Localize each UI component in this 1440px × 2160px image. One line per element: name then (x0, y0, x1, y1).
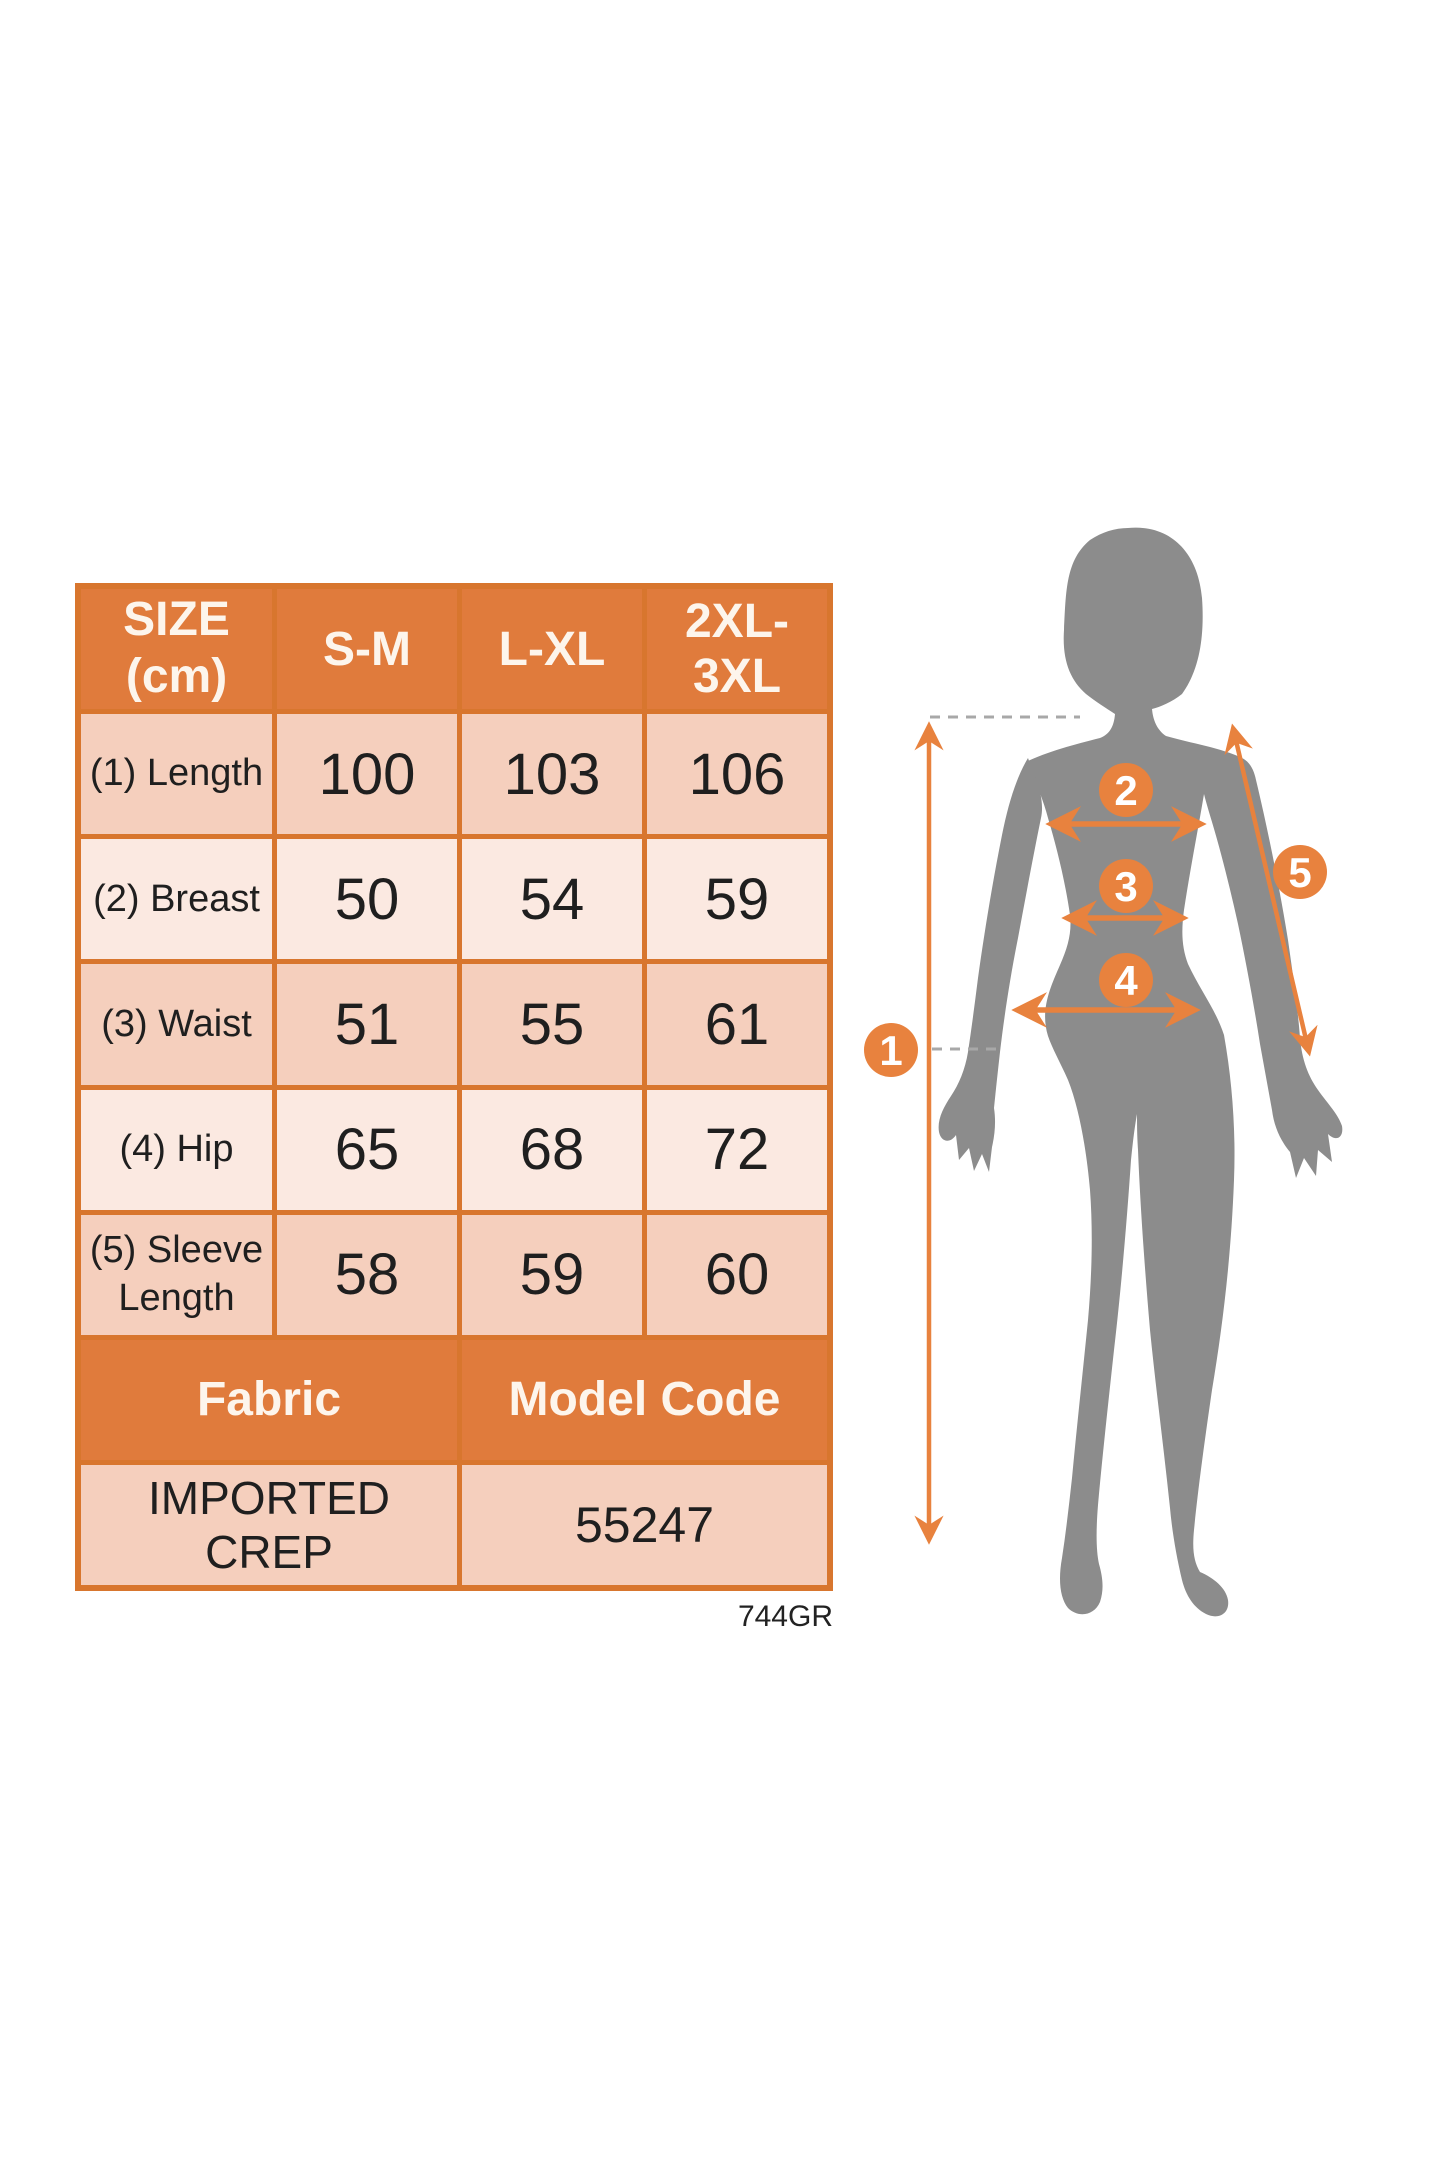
marker-5-label: 5 (1288, 849, 1311, 896)
marker-4-label: 4 (1114, 957, 1138, 1004)
model-code-value: 55247 (462, 1464, 827, 1585)
column-header-s-m: S-M (277, 589, 457, 710)
measurement-figure: 1 2 3 4 5 (860, 500, 1440, 1660)
cell-length-2xl-3xl: 106 (647, 714, 827, 835)
size-table: SIZE (cm) S-M L-XL 2XL-3XL (1) Length 10… (75, 583, 833, 1591)
marker-badge-1: 1 (864, 1023, 918, 1077)
cell-sleeve-l-xl: 59 (462, 1214, 642, 1335)
cell-sleeve-2xl-3xl: 60 (647, 1214, 827, 1335)
row-label-sleeve-length: (5) Sleeve Length (81, 1214, 272, 1335)
cell-length-l-xl: 103 (462, 714, 642, 835)
column-header-2xl-3xl: 2XL-3XL (647, 589, 827, 710)
column-header-l-xl: L-XL (462, 589, 642, 710)
cell-waist-2xl-3xl: 61 (647, 964, 827, 1085)
cell-length-s-m: 100 (277, 714, 457, 835)
row-label-length: (1) Length (81, 714, 272, 835)
female-silhouette-left-arm (938, 758, 1043, 1172)
model-code-header: Model Code (462, 1339, 827, 1460)
sleeve-measure-arrow (1224, 723, 1318, 1057)
cell-breast-s-m: 50 (277, 839, 457, 960)
cell-waist-s-m: 51 (277, 964, 457, 1085)
size-table-corner-header: SIZE (cm) (81, 589, 272, 710)
cell-sleeve-s-m: 58 (277, 1214, 457, 1335)
marker-badge-3: 3 (1099, 859, 1153, 913)
cell-waist-l-xl: 55 (462, 964, 642, 1085)
row-label-breast: (2) Breast (81, 839, 272, 960)
fabric-header: Fabric (81, 1339, 457, 1460)
cell-hip-2xl-3xl: 72 (647, 1089, 827, 1210)
row-label-hip: (4) Hip (81, 1089, 272, 1210)
female-silhouette-diagram: 1 2 3 4 5 (864, 527, 1343, 1617)
cell-breast-l-xl: 54 (462, 839, 642, 960)
row-label-waist: (3) Waist (81, 964, 272, 1085)
marker-3-label: 3 (1114, 863, 1137, 910)
cell-hip-s-m: 65 (277, 1089, 457, 1210)
cell-hip-l-xl: 68 (462, 1089, 642, 1210)
marker-2-label: 2 (1114, 767, 1137, 814)
cell-breast-2xl-3xl: 59 (647, 839, 827, 960)
female-silhouette (1026, 527, 1343, 1617)
marker-badge-4: 4 (1099, 953, 1153, 1007)
marker-badge-2: 2 (1099, 763, 1153, 817)
marker-1-label: 1 (879, 1027, 902, 1074)
model-footnote: 744GR (737, 1600, 833, 1633)
fabric-value: IMPORTED CREP (81, 1464, 457, 1585)
marker-badge-5: 5 (1273, 845, 1327, 899)
